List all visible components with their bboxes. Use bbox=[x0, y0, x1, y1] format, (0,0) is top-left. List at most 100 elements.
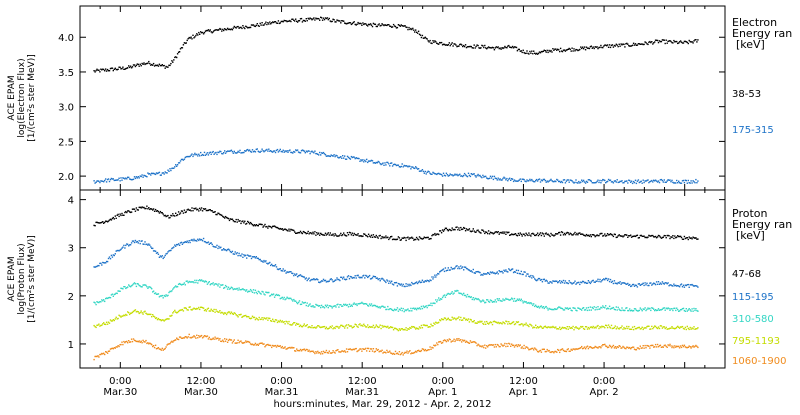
data-point bbox=[582, 179, 585, 182]
data-point bbox=[310, 350, 312, 352]
data-point bbox=[478, 47, 480, 49]
data-point bbox=[607, 278, 610, 280]
x-tick-label: 0:00 bbox=[432, 376, 454, 387]
data-point bbox=[403, 164, 405, 167]
data-point bbox=[585, 282, 588, 284]
data-point bbox=[303, 276, 305, 278]
data-point bbox=[330, 154, 332, 156]
data-point bbox=[485, 301, 487, 304]
data-point bbox=[192, 34, 194, 36]
data-point bbox=[99, 325, 101, 327]
data-point bbox=[610, 44, 613, 47]
data-point bbox=[482, 174, 484, 177]
data-point bbox=[339, 279, 341, 282]
data-point bbox=[142, 284, 144, 286]
data-point bbox=[613, 180, 616, 182]
data-point bbox=[101, 180, 103, 182]
data-point bbox=[379, 307, 381, 309]
data-point bbox=[127, 286, 129, 288]
data-point bbox=[667, 40, 669, 43]
data-point bbox=[269, 21, 271, 23]
data-point bbox=[238, 252, 240, 255]
data-point bbox=[171, 60, 173, 62]
data-point bbox=[347, 275, 350, 277]
data-point bbox=[309, 232, 311, 234]
data-point bbox=[589, 326, 592, 328]
data-point bbox=[433, 234, 435, 236]
data-point bbox=[448, 228, 450, 231]
data-point bbox=[366, 275, 368, 277]
data-point bbox=[129, 341, 131, 343]
data-point bbox=[415, 29, 417, 31]
data-point bbox=[100, 353, 102, 356]
data-point bbox=[481, 320, 483, 323]
data-point bbox=[498, 47, 500, 50]
data-point bbox=[274, 21, 277, 23]
data-point bbox=[298, 274, 301, 277]
data-point bbox=[614, 180, 616, 182]
data-point bbox=[141, 312, 143, 314]
data-point bbox=[260, 150, 262, 152]
data-point bbox=[246, 149, 248, 151]
data-point bbox=[565, 307, 568, 310]
data-point bbox=[439, 230, 441, 232]
data-point bbox=[269, 317, 271, 320]
data-point bbox=[693, 40, 695, 42]
data-point bbox=[286, 150, 288, 152]
data-point bbox=[346, 22, 349, 25]
data-point bbox=[487, 300, 490, 303]
data-point bbox=[445, 340, 448, 343]
data-point bbox=[118, 215, 120, 218]
data-point bbox=[284, 298, 286, 301]
data-point bbox=[646, 344, 648, 347]
data-point bbox=[511, 268, 513, 271]
data-point bbox=[308, 326, 310, 328]
data-point bbox=[616, 283, 618, 285]
data-point bbox=[257, 225, 259, 227]
data-point bbox=[139, 285, 141, 287]
data-point bbox=[422, 37, 425, 39]
data-point bbox=[405, 283, 407, 285]
data-point bbox=[621, 347, 623, 349]
data-point bbox=[215, 29, 217, 31]
data-point bbox=[461, 44, 463, 46]
data-point bbox=[362, 235, 364, 237]
data-point bbox=[351, 156, 353, 159]
data-point bbox=[462, 339, 464, 341]
data-point bbox=[521, 273, 523, 276]
data-point bbox=[310, 151, 312, 153]
data-point bbox=[380, 306, 382, 308]
data-point bbox=[513, 233, 516, 235]
data-point bbox=[531, 347, 533, 350]
data-point bbox=[420, 305, 423, 308]
data-point bbox=[616, 326, 618, 328]
data-point bbox=[264, 317, 266, 320]
data-point bbox=[480, 176, 482, 178]
data-point bbox=[568, 47, 570, 50]
data-point bbox=[366, 303, 368, 305]
data-point bbox=[691, 41, 693, 43]
data-point bbox=[269, 344, 271, 346]
data-point bbox=[531, 325, 533, 327]
data-point bbox=[431, 304, 433, 307]
data-point bbox=[412, 352, 414, 354]
data-point bbox=[430, 237, 432, 240]
data-point bbox=[187, 208, 189, 210]
data-point bbox=[497, 177, 499, 179]
data-point bbox=[352, 326, 354, 328]
data-point bbox=[317, 304, 319, 307]
data-point bbox=[553, 49, 555, 51]
data-point bbox=[236, 342, 238, 344]
data-point bbox=[360, 324, 362, 327]
data-point bbox=[630, 328, 632, 330]
data-point bbox=[101, 299, 103, 301]
data-point bbox=[472, 321, 474, 323]
data-point bbox=[289, 346, 291, 349]
data-point bbox=[142, 176, 144, 178]
data-point bbox=[465, 318, 468, 320]
data-point bbox=[305, 325, 307, 327]
data-point bbox=[97, 222, 99, 224]
data-point bbox=[614, 45, 616, 47]
data-point bbox=[433, 322, 435, 324]
data-point bbox=[522, 347, 524, 350]
